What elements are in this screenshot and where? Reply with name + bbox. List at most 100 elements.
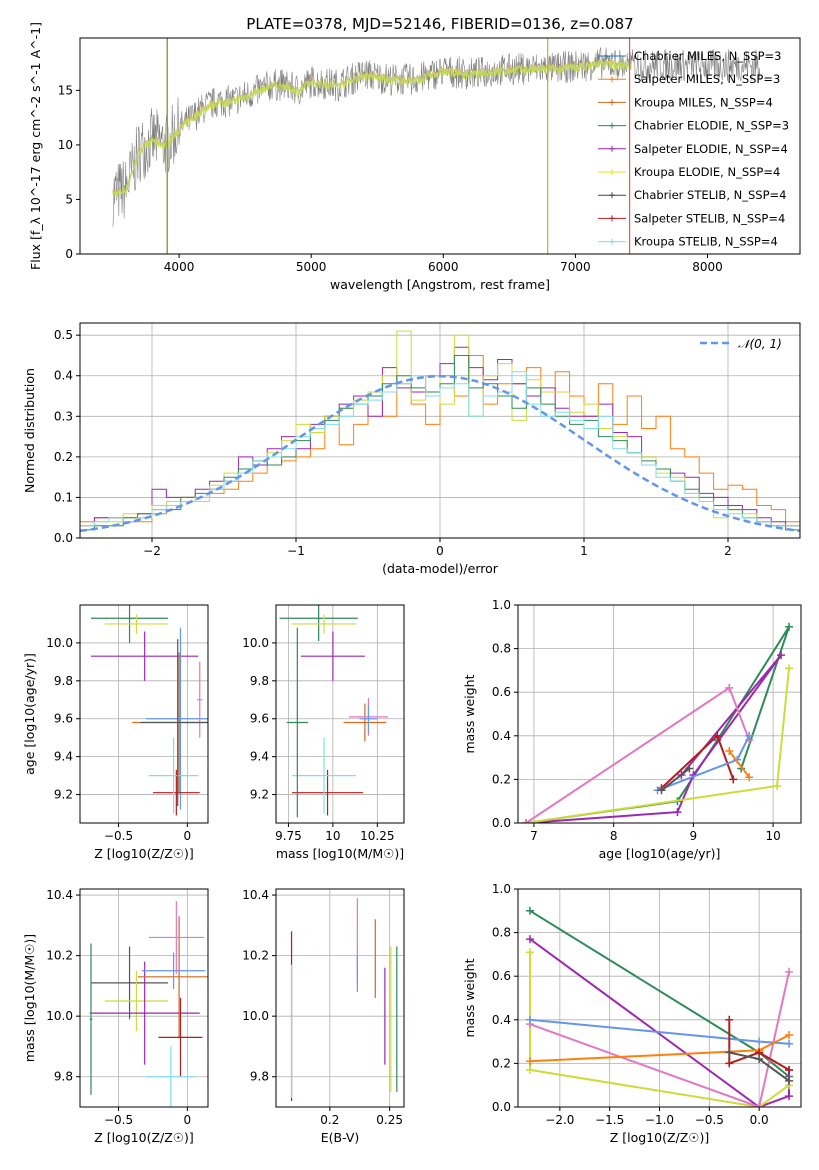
legend-marker (609, 192, 615, 199)
weight-series (725, 1048, 794, 1085)
x-tick-label: 4000 (164, 260, 195, 274)
legend-label: Chabrier ELODIE, N_SSP=3 (634, 119, 789, 133)
y-axis-label: Normed distribution (22, 368, 37, 493)
y-tick-label: 9.4 (54, 750, 73, 764)
error-bar-point (89, 961, 200, 1065)
y-tick-label: 10.0 (242, 1009, 269, 1023)
chart-weight_vs_age: 7 8 9 10 0.0 0.2 0.4 0.6 0.8 1.0 age [log10(age/yr… (462, 598, 802, 861)
legend-marker (609, 215, 615, 222)
legend-marker (609, 145, 615, 152)
x-axis-label: age [log10(age/yr)] (599, 846, 721, 861)
weight-series (525, 1015, 794, 1048)
x-axis-label: (data-model)/error (382, 561, 499, 576)
weight-marker (729, 775, 738, 784)
weight-marker (755, 1037, 764, 1046)
legend-label: Salpeter ELODIE, N_SSP=4 (634, 142, 788, 156)
x-tick-label: 10 (765, 829, 780, 843)
x-tick-label: 8 (610, 829, 618, 843)
x-tick-label: −1 (287, 544, 305, 558)
y-axis-label: mass weight (462, 674, 477, 753)
x-tick-label: 6000 (428, 260, 459, 274)
plot-area (525, 906, 794, 1107)
chart-mass_vs_EBV: 0.2 0.25 9.8 10.0 10.2 10.4 E(B-V) (242, 888, 405, 1145)
weight-line (728, 750, 750, 778)
weight-series (525, 967, 794, 1107)
legend-marker (609, 169, 615, 175)
x-tick-label: 10 (325, 829, 340, 843)
weight-marker (525, 935, 534, 944)
legend-label: Salpeter MILES, N_SSP=3 (634, 72, 780, 86)
y-tick-label: 0.2 (492, 1056, 511, 1070)
error-bar-point (158, 998, 203, 1077)
weight-marker (785, 1076, 794, 1085)
y-tick-label: 9.6 (54, 712, 73, 726)
weight-marker (685, 764, 694, 773)
y-tick-label: 0.0 (492, 816, 511, 830)
legend-label: Kroupa STELIB, N_SSP=4 (634, 235, 778, 249)
weight-marker (785, 1092, 794, 1101)
error-bar-point (279, 605, 358, 642)
x-tick-label: −0.5 (104, 1113, 133, 1127)
weight-marker (755, 1103, 764, 1107)
error-bar-point (286, 627, 308, 818)
y-tick-label: 1.0 (492, 598, 511, 612)
y-tick-label: 9.8 (54, 674, 73, 688)
y-tick-label: 0.6 (492, 685, 511, 699)
weight-marker (525, 1065, 534, 1074)
x-tick-label: 8000 (692, 260, 723, 274)
weight-marker (673, 808, 682, 817)
error-bar-point (89, 943, 93, 1095)
weight-series (657, 764, 694, 795)
weight-marker (713, 731, 722, 740)
gaussian-curve (80, 374, 800, 533)
plot-area (521, 622, 794, 823)
x-tick-label: 7 (530, 829, 538, 843)
x-tick-label: 5000 (296, 260, 327, 274)
plot-area (89, 901, 208, 1107)
error-bar-point (148, 737, 199, 814)
weight-marker (755, 1055, 764, 1064)
y-tick-label: 0.1 (54, 490, 73, 504)
y-tick-label: 1.0 (492, 882, 511, 896)
y-tick-label: 9.6 (250, 712, 269, 726)
y-tick-label: 0.4 (54, 369, 73, 383)
legend-label: Kroupa ELODIE, N_SSP=4 (634, 165, 780, 179)
error-bar-point (359, 705, 378, 733)
x-tick-label: 0.0 (750, 1113, 769, 1127)
weight-marker (657, 786, 666, 795)
error-bar-point (196, 661, 203, 738)
weight-marker (785, 1039, 794, 1048)
x-tick-label: −2.0 (545, 1113, 574, 1127)
x-axis-label: E(B-V) (321, 1130, 360, 1145)
error-bar-point (91, 946, 169, 1020)
chart-mass_vs_Z: −0.5 0 9.8 10.0 10.2 10.4 Z [log10(Z/Z☉)] mass … (22, 888, 209, 1145)
x-tick-label: −1.0 (645, 1113, 674, 1127)
chart-age_vs_Z: −0.5 0 9.2 9.4 9.6 9.8 10.0 Z [log10(Z/Z☉)] age … (22, 604, 209, 861)
y-tick-label: 9.2 (54, 788, 73, 802)
plot-area (290, 898, 398, 1101)
x-tick-label: 0.2 (320, 1113, 339, 1127)
y-tick-label: 10.2 (242, 949, 269, 963)
y-tick-label: 0.2 (54, 450, 73, 464)
weight-marker (525, 1057, 534, 1066)
y-tick-label: 0.0 (492, 1100, 511, 1114)
error-bar-point (292, 614, 356, 634)
legend-marker (609, 99, 615, 106)
error-bar-point (104, 614, 169, 634)
legend-marker (609, 238, 615, 245)
weight-line (660, 734, 735, 789)
legend-label: Chabrier MILES, N_SSP=3 (634, 49, 781, 63)
error-bar-point (104, 970, 169, 1032)
y-tick-label: 5 (65, 192, 73, 206)
weight-marker (785, 967, 794, 976)
y-tick-label: 10.0 (46, 1009, 73, 1023)
legend-label: Salpeter STELIB, N_SSP=4 (634, 211, 785, 225)
y-tick-label: 0.4 (492, 729, 511, 743)
error-bar-point (91, 605, 169, 643)
figure-title: PLATE=0378, MJD=52146, FIBERID=0136, z=0… (246, 15, 633, 33)
weight-marker (785, 1031, 794, 1040)
axes-frame (79, 604, 209, 824)
weight-series (725, 747, 754, 782)
x-tick-label: −0.5 (104, 829, 133, 843)
